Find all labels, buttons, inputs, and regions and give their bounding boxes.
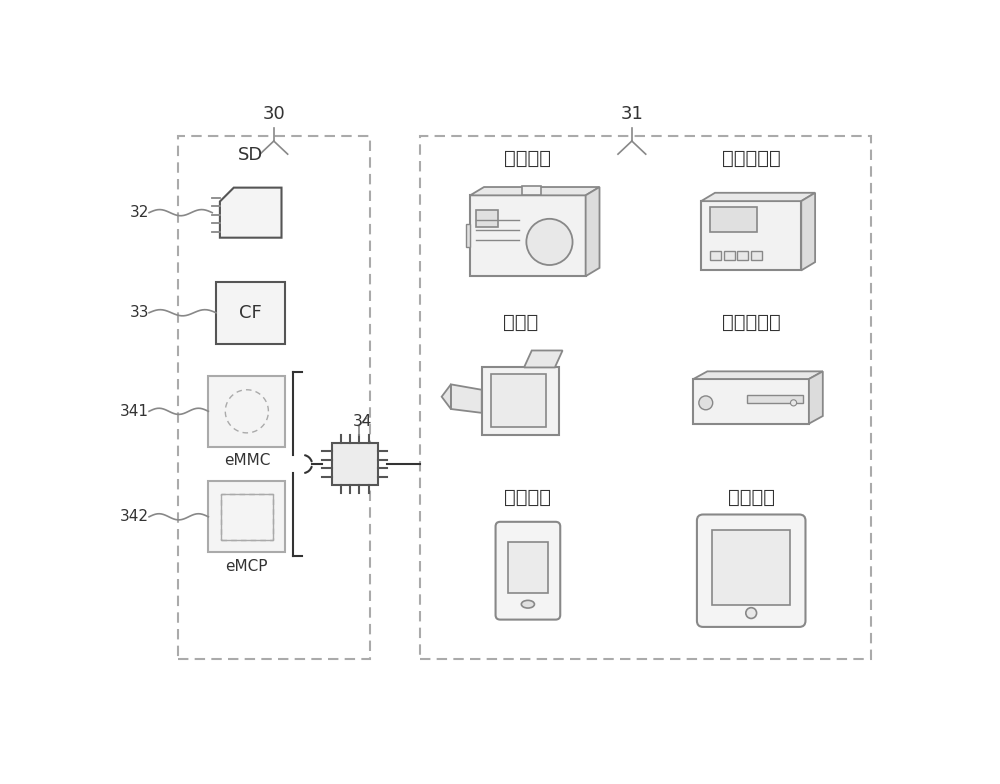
Bar	[710, 207, 757, 232]
Circle shape	[699, 396, 713, 410]
Text: eMMC: eMMC	[224, 453, 270, 468]
Bar	[724, 251, 735, 260]
Text: SD: SD	[238, 146, 263, 164]
Polygon shape	[220, 187, 282, 238]
Text: 数码相机: 数码相机	[504, 149, 551, 169]
Bar	[693, 379, 809, 423]
Bar	[491, 374, 546, 427]
Bar	[332, 443, 378, 485]
Polygon shape	[451, 384, 482, 413]
Text: 音频播放器: 音频播放器	[722, 149, 781, 169]
Text: 30: 30	[262, 105, 285, 123]
FancyBboxPatch shape	[522, 186, 541, 195]
Bar	[737, 251, 748, 260]
Ellipse shape	[521, 601, 534, 608]
Text: 342: 342	[120, 510, 149, 524]
Bar	[221, 494, 273, 540]
Polygon shape	[801, 193, 815, 270]
Circle shape	[526, 219, 573, 265]
Bar	[751, 251, 762, 260]
Bar	[208, 376, 285, 447]
Text: 34: 34	[353, 414, 372, 429]
Text: 通讯装置: 通讯装置	[504, 488, 551, 507]
Bar	[712, 530, 790, 605]
Bar	[420, 136, 871, 659]
Text: 摄影机: 摄影机	[503, 313, 538, 332]
Polygon shape	[701, 193, 815, 201]
Polygon shape	[524, 350, 563, 368]
Bar	[482, 368, 559, 435]
Polygon shape	[470, 187, 600, 195]
Text: 31: 31	[620, 105, 643, 123]
Text: CF: CF	[239, 303, 262, 321]
Bar	[710, 251, 721, 260]
Circle shape	[790, 400, 797, 406]
Polygon shape	[809, 372, 823, 423]
Bar	[701, 201, 801, 270]
Bar	[476, 209, 498, 227]
Bar	[508, 542, 548, 593]
Polygon shape	[442, 384, 451, 409]
Polygon shape	[586, 187, 600, 276]
Bar	[221, 494, 273, 540]
Text: 341: 341	[120, 404, 149, 419]
Text: 32: 32	[130, 205, 149, 220]
Bar	[466, 224, 470, 247]
Bar	[216, 282, 285, 343]
Text: eMCP: eMCP	[226, 558, 268, 574]
Text: 33: 33	[130, 305, 149, 320]
Text: 平板电脑: 平板电脑	[728, 488, 775, 507]
FancyBboxPatch shape	[697, 514, 805, 627]
FancyBboxPatch shape	[496, 522, 560, 619]
Bar	[208, 481, 285, 552]
Polygon shape	[693, 372, 823, 379]
Bar	[747, 395, 803, 403]
Bar	[470, 195, 586, 276]
Text: 视频播放器: 视频播放器	[722, 313, 781, 332]
Bar	[178, 136, 370, 659]
Circle shape	[746, 608, 757, 619]
